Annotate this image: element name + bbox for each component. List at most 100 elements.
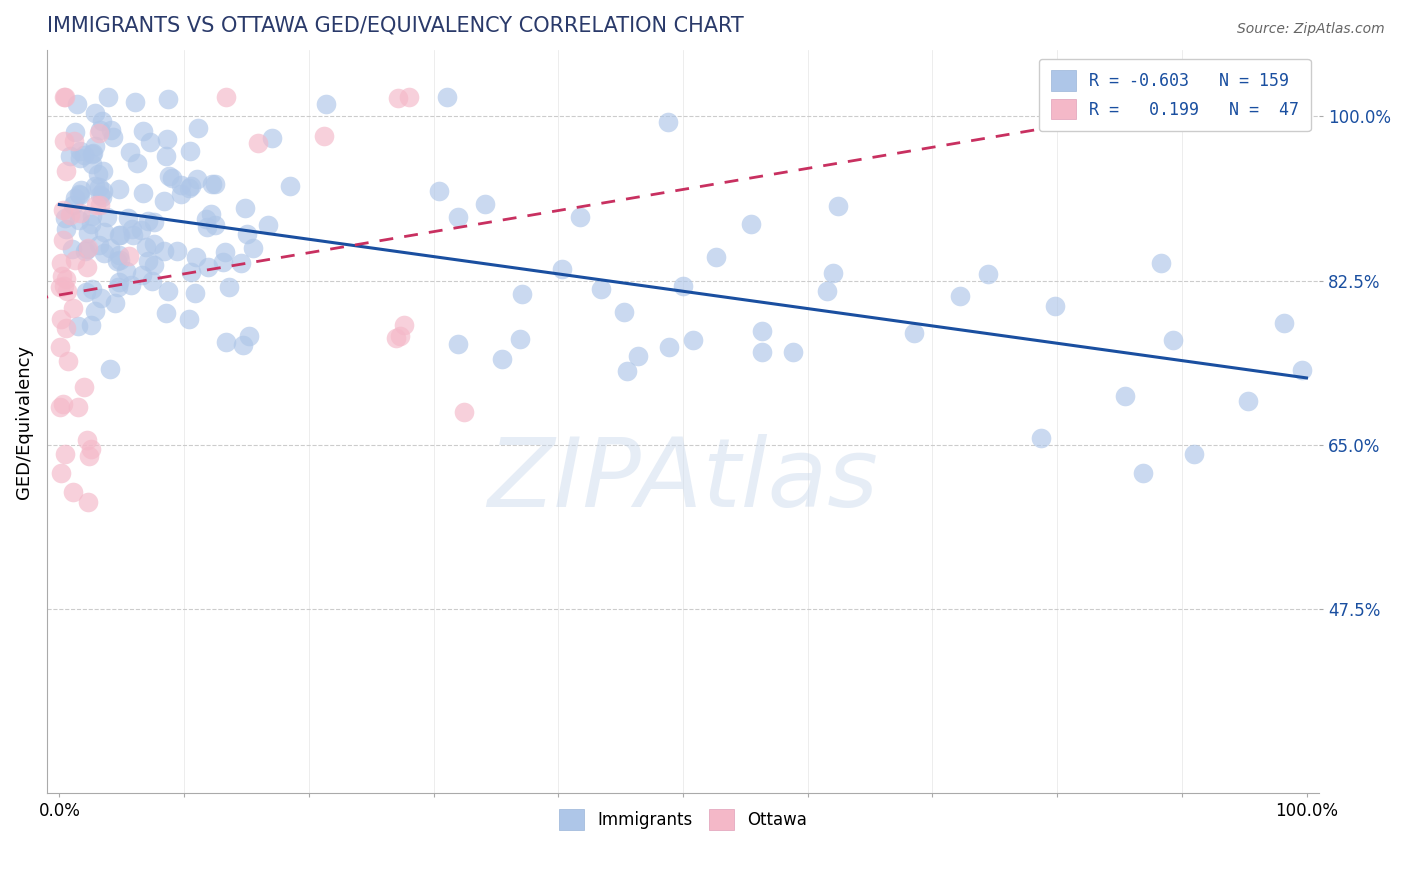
Point xyxy=(155,306,177,320)
Point xyxy=(453,405,475,419)
Text: IMMIGRANTS VS OTTAWA GED/EQUIVALENCY CORRELATION CHART: IMMIGRANTS VS OTTAWA GED/EQUIVALENCY COR… xyxy=(46,15,744,35)
Point xyxy=(1272,316,1295,330)
Point xyxy=(315,97,337,112)
Point xyxy=(212,254,235,268)
Point xyxy=(49,279,72,293)
Point xyxy=(55,222,77,236)
Point xyxy=(135,240,157,254)
Point xyxy=(49,401,72,415)
Point xyxy=(52,134,75,148)
Point xyxy=(51,268,73,283)
Point xyxy=(827,199,849,213)
Point xyxy=(229,256,252,270)
Point xyxy=(156,284,179,298)
Point xyxy=(132,123,155,137)
Point xyxy=(84,303,107,318)
Point xyxy=(93,184,115,198)
Point xyxy=(124,95,146,109)
Point xyxy=(91,190,114,204)
Point xyxy=(98,241,121,255)
Point xyxy=(385,331,408,345)
Point xyxy=(1029,431,1052,445)
Point xyxy=(108,275,131,289)
Point xyxy=(569,211,592,225)
Point xyxy=(156,92,179,106)
Point xyxy=(91,164,114,178)
Point xyxy=(387,91,409,105)
Point xyxy=(160,171,183,186)
Point xyxy=(62,301,84,315)
Point xyxy=(447,211,470,225)
Point xyxy=(184,250,207,264)
Point xyxy=(80,147,103,161)
Point xyxy=(1161,334,1184,348)
Point xyxy=(121,222,143,236)
Point xyxy=(59,208,82,222)
Point xyxy=(53,211,76,226)
Point xyxy=(139,135,162,149)
Point xyxy=(1132,467,1154,481)
Point xyxy=(76,260,98,274)
Point xyxy=(143,236,166,251)
Point xyxy=(52,233,75,247)
Point xyxy=(1043,300,1066,314)
Point xyxy=(84,139,107,153)
Point xyxy=(82,157,104,171)
Point xyxy=(77,449,100,463)
Point xyxy=(949,289,972,303)
Point xyxy=(77,494,100,508)
Point xyxy=(100,362,122,376)
Point xyxy=(232,338,254,352)
Point xyxy=(60,242,83,256)
Point xyxy=(657,115,679,129)
Point xyxy=(87,126,110,140)
Point xyxy=(236,227,259,242)
Point xyxy=(197,260,219,274)
Point xyxy=(200,207,222,221)
Point xyxy=(63,125,86,139)
Point xyxy=(177,181,200,195)
Point xyxy=(58,354,80,368)
Point xyxy=(136,254,159,268)
Point xyxy=(235,201,257,215)
Point xyxy=(87,238,110,252)
Point xyxy=(197,220,219,235)
Point xyxy=(616,364,638,378)
Point xyxy=(398,90,420,104)
Point xyxy=(510,286,533,301)
Point xyxy=(86,198,108,212)
Point xyxy=(157,169,180,183)
Point xyxy=(1236,394,1258,409)
Point xyxy=(179,311,201,326)
Point xyxy=(214,244,236,259)
Point xyxy=(195,212,218,227)
Point xyxy=(156,132,179,146)
Point xyxy=(170,186,193,201)
Point xyxy=(658,340,681,354)
Point xyxy=(187,121,209,136)
Point xyxy=(613,305,636,319)
Point xyxy=(821,266,844,280)
Point xyxy=(65,190,87,204)
Point xyxy=(166,244,188,258)
Point xyxy=(55,272,77,286)
Point xyxy=(87,180,110,194)
Point xyxy=(75,244,97,258)
Point xyxy=(129,223,152,237)
Point xyxy=(204,218,226,232)
Point xyxy=(97,90,120,104)
Point xyxy=(180,265,202,279)
Point xyxy=(132,186,155,200)
Point xyxy=(76,433,98,447)
Point xyxy=(53,90,76,104)
Point xyxy=(108,248,131,262)
Point xyxy=(107,182,129,196)
Point xyxy=(1114,389,1136,403)
Point xyxy=(80,218,103,232)
Point xyxy=(436,90,458,104)
Point xyxy=(107,280,129,294)
Point xyxy=(76,243,98,257)
Point xyxy=(62,484,84,499)
Point xyxy=(751,324,773,338)
Point xyxy=(314,128,336,143)
